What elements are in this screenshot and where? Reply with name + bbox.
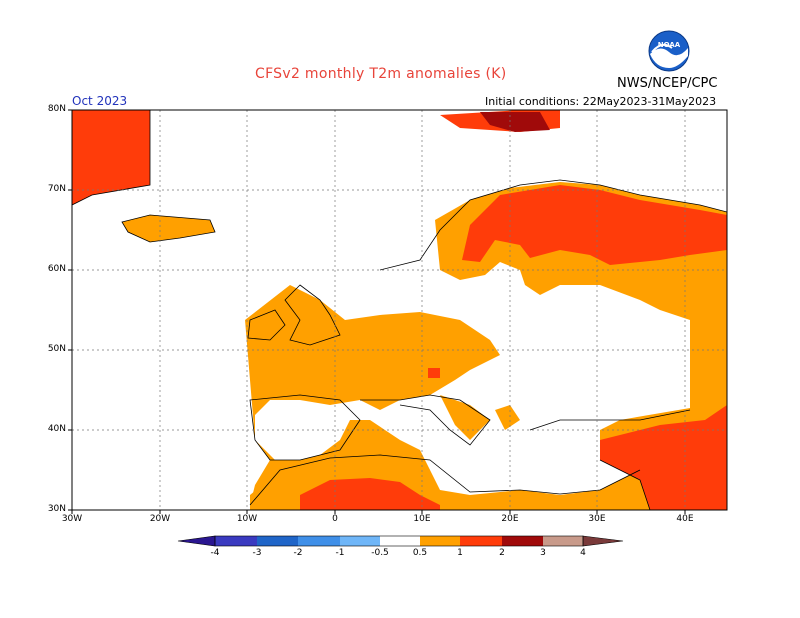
levant-coast <box>599 459 651 510</box>
colorbar-below-minus4 <box>178 536 215 546</box>
middle-east-anomaly <box>600 405 727 510</box>
colorbar-label-4: 4 <box>580 548 586 558</box>
colorbar-minus2-minus1 <box>298 536 340 546</box>
map-frame <box>71 109 728 511</box>
colorbar-minus3-minus2 <box>257 536 298 546</box>
lon-label-30w: 30W <box>61 514 83 524</box>
noaa-logo-icon: NOAA <box>648 30 690 76</box>
colorbar-1-2 <box>460 536 502 546</box>
gridlines <box>72 110 727 510</box>
lat-label-40n: 40N <box>47 424 66 434</box>
iceland-anomaly <box>122 215 215 242</box>
colorbar-neutral <box>380 536 420 546</box>
colorbar-05-1 <box>420 536 460 546</box>
alps-anomaly <box>428 368 440 378</box>
colorbar-3-4 <box>543 536 583 546</box>
colorbar-label-minus2: -2 <box>293 548 303 558</box>
svalbard-strong-anomaly <box>480 112 550 132</box>
lon-label-30e: 30E <box>588 514 606 524</box>
colorbar-label-1: 1 <box>457 548 463 558</box>
colorbar-label-3: 3 <box>540 548 546 558</box>
iberia-coast <box>249 394 361 461</box>
colorbar-2-3 <box>502 536 543 546</box>
colorbar-minus4-minus3 <box>215 536 257 546</box>
colorbar-label-minus05: -0.5 <box>371 548 389 558</box>
month-label: Oct 2023 <box>72 94 128 108</box>
northern-scandinavia-anomaly <box>462 185 727 265</box>
med-north-coast <box>360 394 491 446</box>
colorbar-label-05: 0.5 <box>412 548 428 558</box>
lat-label-60n: 60N <box>47 264 66 274</box>
balkans-anomaly <box>495 405 520 430</box>
lat-label-30n: 30N <box>47 504 66 514</box>
noaa-logo-text: NOAA <box>658 41 681 49</box>
lat-label-80n: 80N <box>47 104 66 114</box>
lon-label-40e: 40E <box>676 514 694 524</box>
anomaly-fields <box>72 110 727 510</box>
western-europe-anomaly <box>245 285 500 505</box>
ireland-coast <box>247 309 286 341</box>
colorbar <box>177 535 624 547</box>
lon-label-20e: 20E <box>501 514 519 524</box>
scandinavia-coast <box>379 179 727 271</box>
lon-label-10e: 10E <box>413 514 431 524</box>
agency-label: NWS/NCEP/CPC <box>617 76 718 91</box>
coastlines <box>72 110 727 510</box>
colorbar-label-minus1: -1 <box>335 548 345 558</box>
black-sea-coast <box>529 409 691 431</box>
colorbar-minus1-minus05 <box>340 536 380 546</box>
initial-conditions-label: Initial conditions: 22May2023-31May2023 <box>485 95 717 108</box>
greenland-anomaly <box>72 110 150 205</box>
lat-label-50n: 50N <box>47 344 66 354</box>
colorbar-label-minus3: -3 <box>252 548 262 558</box>
map-title: CFSv2 monthly T2m anomalies (K) <box>255 66 507 82</box>
lon-label-20w: 20W <box>149 514 171 524</box>
axis-ticks <box>68 109 686 514</box>
greenland-coast <box>72 110 151 206</box>
colorbar-label-2: 2 <box>499 548 505 558</box>
lon-label-0: 0 <box>332 514 338 524</box>
colorbar-label-minus4: -4 <box>210 548 220 558</box>
africa-coast <box>249 454 641 506</box>
colorbar-above-4 <box>583 536 623 546</box>
lon-label-10w: 10W <box>236 514 258 524</box>
lat-label-70n: 70N <box>47 184 66 194</box>
britain-coast <box>284 284 341 346</box>
italy-anomaly <box>440 395 490 440</box>
